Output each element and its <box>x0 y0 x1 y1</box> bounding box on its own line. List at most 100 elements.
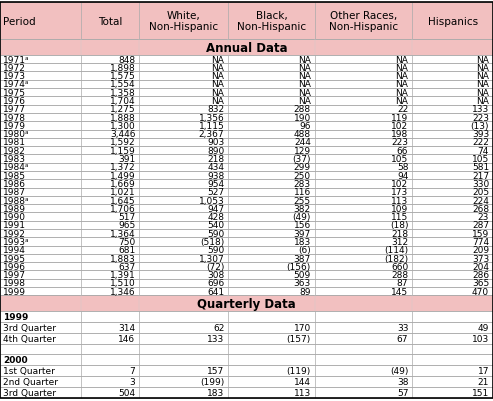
Text: 1,364: 1,364 <box>110 229 135 238</box>
Bar <box>0 113 81 122</box>
Text: 96: 96 <box>299 122 311 131</box>
Bar <box>139 130 228 138</box>
Bar <box>0 97 81 105</box>
Bar <box>315 81 412 89</box>
Bar <box>228 271 315 279</box>
Bar <box>412 130 493 138</box>
Text: 1994: 1994 <box>3 246 26 255</box>
Text: White,
Non-Hispanic: White, Non-Hispanic <box>149 11 218 32</box>
Text: (156): (156) <box>286 262 311 271</box>
Text: 308: 308 <box>207 270 224 279</box>
Text: 1,898: 1,898 <box>109 64 135 73</box>
Bar <box>0 3 81 40</box>
Text: 268: 268 <box>472 204 489 213</box>
Bar <box>228 213 315 221</box>
Bar <box>412 155 493 163</box>
Bar <box>81 172 139 180</box>
Text: 190: 190 <box>293 113 311 122</box>
Bar <box>0 40 493 56</box>
Bar <box>81 387 139 398</box>
Text: 848: 848 <box>118 55 135 64</box>
Bar <box>0 81 81 89</box>
Bar <box>81 288 139 296</box>
Text: Hispanics: Hispanics <box>427 16 478 26</box>
Bar <box>412 163 493 172</box>
Bar <box>0 64 81 72</box>
Bar <box>0 296 493 311</box>
Text: Black,
Non-Hispanic: Black, Non-Hispanic <box>237 11 306 32</box>
Text: NA: NA <box>395 80 408 89</box>
Text: 527: 527 <box>208 188 224 197</box>
Text: 1971ᵃ: 1971ᵃ <box>3 55 30 64</box>
Bar <box>0 387 81 398</box>
Text: NA: NA <box>211 72 224 81</box>
Bar <box>139 105 228 113</box>
Text: 1989: 1989 <box>3 204 26 213</box>
Bar <box>0 311 81 322</box>
Text: 113: 113 <box>293 388 311 397</box>
Text: 1,021: 1,021 <box>110 188 135 197</box>
Bar <box>412 344 493 354</box>
Text: 2nd Quarter: 2nd Quarter <box>3 377 58 386</box>
Bar <box>315 288 412 296</box>
Text: NA: NA <box>298 80 311 89</box>
Bar <box>315 147 412 155</box>
Text: 1,510: 1,510 <box>109 279 135 288</box>
Text: 2,367: 2,367 <box>199 130 224 139</box>
Text: 1,883: 1,883 <box>109 254 135 263</box>
Bar <box>81 105 139 113</box>
Bar <box>228 246 315 254</box>
Bar <box>228 72 315 81</box>
Bar <box>0 271 81 279</box>
Bar <box>412 196 493 205</box>
Text: 434: 434 <box>208 163 224 172</box>
Bar <box>81 213 139 221</box>
Text: 1,669: 1,669 <box>109 180 135 188</box>
Text: 129: 129 <box>294 146 311 155</box>
Bar <box>228 279 315 288</box>
Bar <box>139 387 228 398</box>
Text: 391: 391 <box>118 155 135 164</box>
Bar <box>412 229 493 238</box>
Text: 581: 581 <box>472 163 489 172</box>
Bar <box>81 365 139 376</box>
Text: 1995: 1995 <box>3 254 26 263</box>
Bar <box>0 344 81 354</box>
Bar <box>139 155 228 163</box>
Text: (119): (119) <box>286 367 311 375</box>
Text: 217: 217 <box>472 171 489 180</box>
Text: NA: NA <box>476 64 489 73</box>
Text: 1,356: 1,356 <box>199 113 224 122</box>
Text: 1999: 1999 <box>3 287 26 296</box>
Text: 363: 363 <box>293 279 311 288</box>
Bar <box>0 365 81 376</box>
Text: 151: 151 <box>472 388 489 397</box>
Bar <box>228 3 315 40</box>
Bar <box>315 3 412 40</box>
Text: (49): (49) <box>292 213 311 221</box>
Bar <box>81 130 139 138</box>
Bar <box>412 213 493 221</box>
Text: 22: 22 <box>397 105 408 114</box>
Text: 1,346: 1,346 <box>110 287 135 296</box>
Text: 109: 109 <box>391 204 408 213</box>
Text: 133: 133 <box>472 105 489 114</box>
Bar <box>315 130 412 138</box>
Text: 637: 637 <box>118 262 135 271</box>
Bar <box>228 64 315 72</box>
Text: 488: 488 <box>294 130 311 139</box>
Text: Period: Period <box>3 16 35 26</box>
Bar <box>315 205 412 213</box>
Bar <box>81 254 139 263</box>
Bar <box>228 311 315 322</box>
Text: NA: NA <box>298 64 311 73</box>
Bar <box>139 376 228 387</box>
Bar <box>139 163 228 172</box>
Bar <box>0 188 81 196</box>
Text: NA: NA <box>298 97 311 106</box>
Text: 1999: 1999 <box>3 312 28 321</box>
Text: 4th Quarter: 4th Quarter <box>3 334 56 343</box>
Bar <box>81 376 139 387</box>
Bar <box>412 263 493 271</box>
Text: NA: NA <box>395 55 408 64</box>
